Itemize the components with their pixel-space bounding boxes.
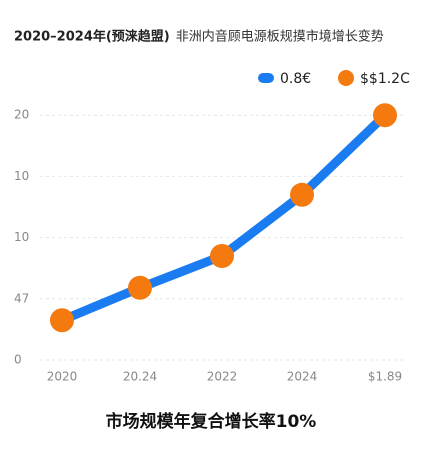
- marker: [373, 103, 397, 128]
- legend-swatch: [258, 73, 274, 83]
- marker: [128, 275, 152, 300]
- x-tick-label: 2022: [207, 370, 238, 384]
- marker: [210, 243, 234, 268]
- legend-label: $$1.2C: [360, 71, 410, 87]
- x-tick-label: 2020: [47, 370, 78, 384]
- legend-swatch: [338, 70, 354, 86]
- chart-title: 2020–2024年(预涞趋盟): [14, 29, 170, 45]
- x-tick-label: 20.24: [123, 370, 157, 384]
- x-tick-label: 2024: [287, 370, 318, 384]
- marker: [290, 182, 314, 207]
- y-tick-label: 10: [14, 230, 29, 244]
- x-tick-label: $1.89: [368, 370, 402, 384]
- y-tick-label: 47: [14, 291, 29, 305]
- marker: [50, 308, 74, 333]
- y-tick-label: 10: [14, 169, 29, 183]
- y-tick-label: 20: [14, 108, 29, 122]
- caption: 市场规模年复合增长率10%: [106, 411, 317, 432]
- chart-subtitle: 非洲内音顾电源板规摸市境增长变势: [176, 29, 384, 45]
- legend-label: 0.8€: [280, 71, 311, 87]
- y-tick-label: 0: [14, 353, 22, 367]
